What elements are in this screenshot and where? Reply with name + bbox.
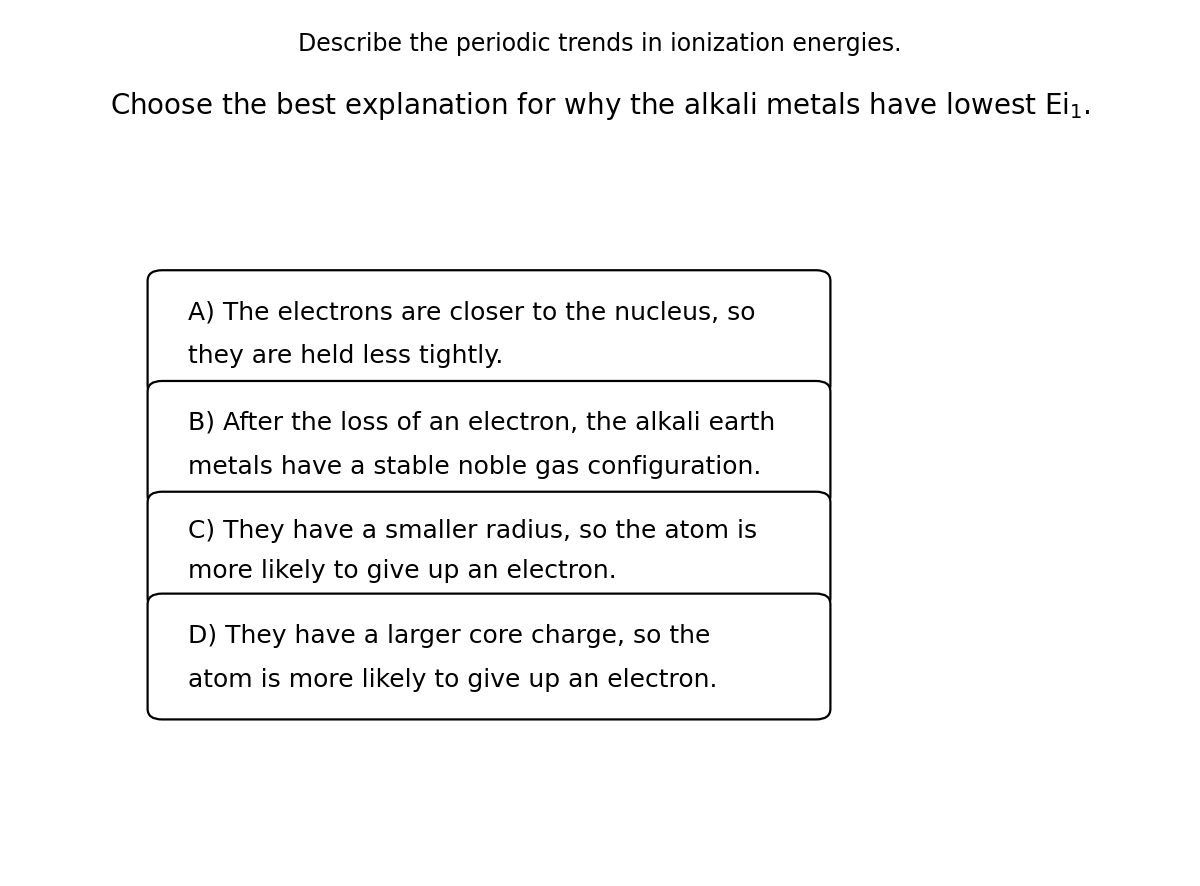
Text: atom is more likely to give up an electron.: atom is more likely to give up an electr… [188,667,718,692]
Text: D) They have a larger core charge, so the: D) They have a larger core charge, so th… [188,624,710,648]
Text: metals have a stable noble gas configuration.: metals have a stable noble gas configura… [188,455,762,479]
Text: they are held less tightly.: they are held less tightly. [188,344,504,369]
FancyBboxPatch shape [148,492,830,609]
Text: B) After the loss of an electron, the alkali earth: B) After the loss of an electron, the al… [188,411,775,435]
Text: C) They have a smaller radius, so the atom is: C) They have a smaller radius, so the at… [188,519,757,543]
Text: Choose the best explanation for why the alkali metals have lowest Ei$_1$.: Choose the best explanation for why the … [110,90,1091,122]
FancyBboxPatch shape [148,381,830,507]
Text: Describe the periodic trends in ionization energies.: Describe the periodic trends in ionizati… [299,32,901,57]
FancyBboxPatch shape [148,270,830,396]
FancyBboxPatch shape [148,594,830,719]
Text: A) The electrons are closer to the nucleus, so: A) The electrons are closer to the nucle… [188,300,756,324]
Text: more likely to give up an electron.: more likely to give up an electron. [188,559,617,583]
